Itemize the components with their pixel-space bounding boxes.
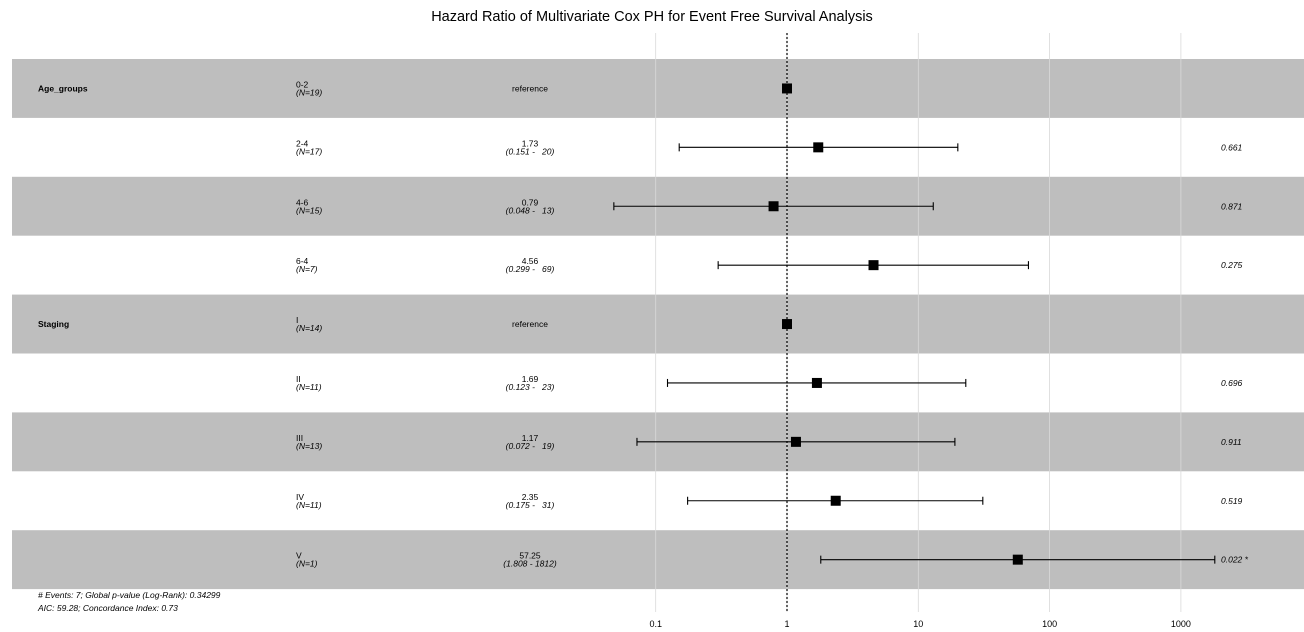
- level-label-6: III: [296, 433, 303, 443]
- p-value-3: 0.275: [1221, 260, 1243, 270]
- level-label-3: 6-4: [296, 256, 309, 266]
- ci-label-8: (1.808 - 1812): [503, 559, 557, 569]
- estimate-point-8: [1012, 554, 1023, 565]
- ci-label-1: (0.151 - 20): [506, 146, 555, 156]
- row-bands: [12, 59, 1304, 590]
- estimate-label-5: 1.69: [522, 374, 539, 384]
- level-label-5: II: [296, 374, 301, 384]
- x-tick-label-1000: 1000: [1171, 619, 1191, 629]
- n-label-3: (N=7): [296, 264, 318, 274]
- row-band-4: [12, 294, 1304, 354]
- estimate-label-4: reference: [512, 319, 548, 329]
- variable-label-4: Staging: [38, 319, 69, 329]
- ci-label-7: (0.175 - 31): [506, 500, 555, 510]
- estimate-label-6: 1.17: [522, 433, 539, 443]
- row-band-0: [12, 59, 1304, 118]
- estimate-label-0: reference: [512, 83, 548, 93]
- estimate-point-2: [768, 201, 779, 212]
- x-tick-label-10: 10: [913, 619, 923, 629]
- p-value-2: 0.871: [1221, 201, 1243, 211]
- footnote-events: # Events: 7; Global p-value (Log-Rank): …: [38, 590, 221, 600]
- ci-label-5: (0.123 - 23): [506, 382, 555, 392]
- level-label-0: 0-2: [296, 79, 309, 89]
- estimate-label-1: 1.73: [522, 138, 539, 148]
- level-label-4: I: [296, 315, 298, 325]
- estimate-label-7: 2.35: [522, 492, 539, 502]
- estimate-point-3: [868, 260, 879, 271]
- n-label-0: (N=19): [296, 87, 322, 97]
- estimate-point-5: [811, 377, 822, 388]
- estimate-point-7: [830, 495, 841, 506]
- ci-label-6: (0.072 - 19): [506, 441, 555, 451]
- estimate-point-0: [782, 83, 792, 94]
- p-value-1: 0.661: [1221, 142, 1243, 152]
- level-label-1: 2-4: [296, 138, 309, 148]
- x-tick-label-100: 100: [1042, 619, 1057, 629]
- p-value-6: 0.911: [1221, 437, 1242, 447]
- x-tick-label-0.1: 0.1: [649, 619, 662, 629]
- n-label-1: (N=17): [296, 146, 322, 156]
- variable-label-0: Age_groups: [38, 83, 88, 93]
- n-label-5: (N=11): [296, 382, 322, 392]
- p-value-8: 0.022 *: [1221, 555, 1249, 565]
- estimate-label-3: 4.56: [522, 256, 539, 266]
- n-label-8: (N=1): [296, 559, 318, 569]
- x-tick-label-1: 1: [784, 619, 789, 629]
- n-label-7: (N=11): [296, 500, 322, 510]
- estimate-point-4: [782, 319, 792, 330]
- estimate-point-6: [790, 436, 801, 447]
- level-label-8: V: [296, 551, 302, 561]
- chart-title: Hazard Ratio of Multivariate Cox PH for …: [431, 9, 873, 25]
- n-label-2: (N=15): [296, 205, 322, 215]
- n-label-4: (N=14): [296, 323, 322, 333]
- level-label-7: IV: [296, 492, 304, 502]
- level-label-2: 4-6: [296, 197, 309, 207]
- estimate-point-1: [813, 142, 824, 153]
- p-value-5: 0.696: [1221, 378, 1243, 388]
- n-label-6: (N=13): [296, 441, 322, 451]
- ci-label-2: (0.048 - 13): [506, 205, 555, 215]
- x-axis-ticks: 0.1 1 10 100 1000: [649, 619, 1190, 629]
- ci-label-3: (0.299 - 69): [506, 264, 555, 274]
- estimate-label-2: 0.79: [522, 197, 539, 207]
- footnote-aic: AIC: 59.28; Concordance Index: 0.73: [38, 603, 178, 613]
- row-labels: Age_groups 0-2(N=19) reference 2-4(N=17) 1.7…: [38, 79, 1249, 568]
- estimate-marks: [613, 83, 1216, 565]
- estimate-label-8: 57.25: [519, 551, 541, 561]
- p-value-7: 0.519: [1221, 496, 1243, 506]
